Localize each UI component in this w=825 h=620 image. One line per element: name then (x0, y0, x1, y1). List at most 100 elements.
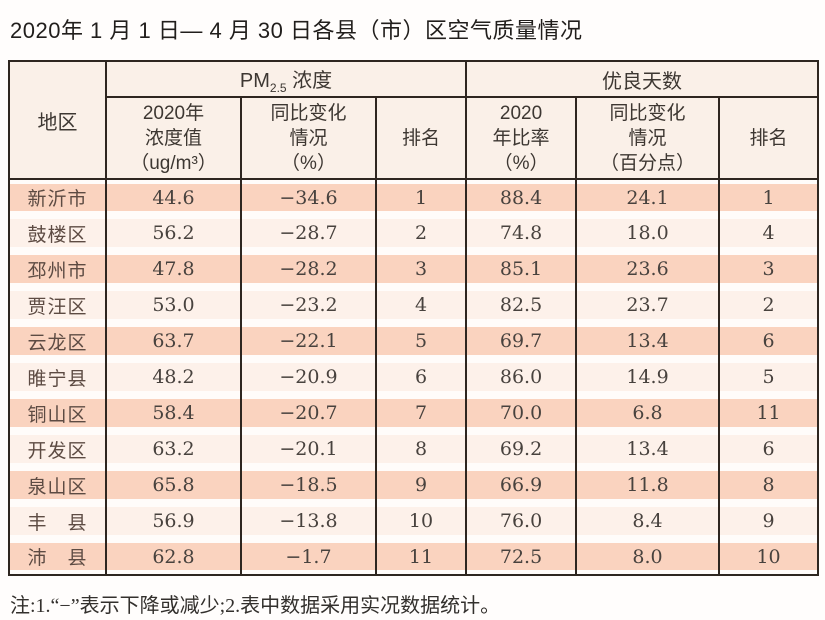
cell-good-rank: 1 (718, 179, 820, 215)
header-good-rate-line2: 年比率 (492, 127, 550, 149)
page-title: 2020年 1 月 1 日— 4 月 30 日各县（市）区空气质量情况 (10, 18, 583, 43)
cell-good-change: 24.1 (575, 179, 721, 215)
cell-good-rank: 9 (718, 503, 820, 539)
header-good-change-line2: 情况 (628, 127, 667, 149)
table-row: 新沂市 44.6 −34.6 1 88.4 24.1 1 (8, 179, 820, 215)
cell-pm-change: −20.7 (240, 395, 377, 431)
cell-region: 丰 县 (8, 503, 107, 539)
header-good-days-group: 优良天数 (465, 61, 820, 98)
footnote: 注:1.“−”表示下降或减少;2.表中数据采用实况数据统计。 (10, 595, 501, 617)
table-row: 沛 县 62.8 −1.7 11 72.5 8.0 10 (8, 539, 820, 575)
header-group-row: 地区 PM2.5 浓度 优良天数 (8, 61, 820, 180)
header-pm-change: 同比变化 情况 （%） (240, 97, 377, 180)
header-pm-rank: 排名 (374, 97, 468, 180)
cell-good-change: 11.8 (575, 467, 721, 503)
cell-region: 贾汪区 (8, 287, 107, 323)
cell-pm-rank: 6 (374, 359, 468, 395)
cell-good-rank: 3 (718, 251, 820, 287)
cell-region: 泉山区 (8, 467, 107, 503)
cell-good-rate: 70.0 (465, 395, 578, 431)
cell-pm-change: −22.1 (240, 323, 377, 359)
cell-good-rate: 88.4 (465, 179, 578, 215)
cell-region: 睢宁县 (8, 359, 107, 395)
cell-good-rank: 10 (718, 539, 820, 575)
cell-pm-value: 62.8 (105, 539, 242, 575)
cell-pm-change: −1.7 (240, 539, 377, 575)
cell-good-rate: 74.8 (465, 215, 578, 251)
cell-good-change: 14.9 (575, 359, 721, 395)
cell-pm-change: −34.6 (240, 179, 377, 215)
cell-good-rate: 86.0 (465, 359, 578, 395)
cell-pm-value: 56.2 (105, 215, 242, 251)
cell-good-rate: 76.0 (465, 503, 578, 539)
table-header: 地区 PM2.5 浓度 优良天数 2020年 浓度值 （ug/m³） 同比变化 … (8, 61, 820, 180)
cell-region: 新沂市 (8, 179, 107, 215)
cell-good-change: 8.4 (575, 503, 721, 539)
cell-good-change: 18.0 (575, 215, 721, 251)
cell-good-rank: 2 (718, 287, 820, 323)
table-row: 贾汪区 53.0 −23.2 4 82.5 23.7 2 (8, 287, 820, 323)
cell-pm-value: 47.8 (105, 251, 242, 287)
cell-region: 邳州市 (8, 251, 107, 287)
cell-good-change: 23.6 (575, 251, 721, 287)
header-pm-value-line2: 浓度值 (144, 127, 202, 149)
cell-pm-value: 58.4 (105, 395, 242, 431)
cell-good-change: 6.8 (575, 395, 721, 431)
cell-pm-value: 65.8 (105, 467, 242, 503)
cell-pm-value: 63.7 (105, 323, 242, 359)
table-row: 铜山区 58.4 −20.7 7 70.0 6.8 11 (8, 395, 820, 431)
header-good-change-line3: （百分点） (600, 152, 696, 174)
cell-region: 铜山区 (8, 395, 107, 431)
header-pm-value-line3: （ug/m³） (130, 152, 217, 174)
cell-good-rank: 6 (718, 323, 820, 359)
header-good-rate-line1: 2020 (499, 102, 543, 124)
cell-pm-rank: 2 (374, 215, 468, 251)
header-good-change: 同比变化 情况 （百分点） (575, 97, 721, 180)
table-row: 鼓楼区 56.2 −28.7 2 74.8 18.0 4 (8, 215, 820, 251)
cell-pm-change: −23.2 (240, 287, 377, 323)
header-pm-change-line3: （%） (281, 152, 336, 174)
cell-good-rank: 8 (718, 467, 820, 503)
pm-label-subscript: 2.5 (269, 80, 287, 95)
cell-pm-rank: 3 (374, 251, 468, 287)
header-good-change-line1: 同比变化 (609, 102, 686, 124)
table-row: 开发区 63.2 −20.1 8 69.2 13.4 6 (8, 431, 820, 467)
cell-good-rank: 6 (718, 431, 820, 467)
cell-pm-rank: 7 (374, 395, 468, 431)
table-row: 邳州市 47.8 −28.2 3 85.1 23.6 3 (8, 251, 820, 287)
table-row: 泉山区 65.8 −18.5 9 66.9 11.8 8 (8, 467, 820, 503)
cell-pm-rank: 8 (374, 431, 468, 467)
cell-good-change: 8.0 (575, 539, 721, 575)
cell-pm-value: 56.9 (105, 503, 242, 539)
cell-good-rate: 72.5 (465, 539, 578, 575)
table-row: 睢宁县 48.2 −20.9 6 86.0 14.9 5 (8, 359, 820, 395)
cell-pm-value: 53.0 (105, 287, 242, 323)
table-body: 新沂市 44.6 −34.6 1 88.4 24.1 1 鼓楼区 56.2 −2… (8, 179, 820, 575)
cell-pm-rank: 5 (374, 323, 468, 359)
cell-pm-change: −20.9 (240, 359, 377, 395)
pm-label-prefix: PM (239, 69, 270, 92)
cell-region: 开发区 (8, 431, 107, 467)
cell-pm-rank: 11 (374, 539, 468, 575)
cell-good-rate: 66.9 (465, 467, 578, 503)
header-pm25-group: PM2.5 浓度 (104, 61, 468, 98)
cell-pm-change: −28.7 (240, 215, 377, 251)
cell-good-change: 13.4 (575, 323, 721, 359)
cell-good-change: 13.4 (575, 431, 721, 467)
cell-pm-value: 44.6 (105, 179, 242, 215)
cell-region: 鼓楼区 (8, 215, 107, 251)
header-pm-change-line2: 情况 (289, 127, 328, 149)
cell-pm-rank: 4 (374, 287, 468, 323)
cell-good-rank: 5 (718, 359, 820, 395)
air-quality-table: 地区 PM2.5 浓度 优良天数 2020年 浓度值 （ug/m³） 同比变化 … (8, 60, 820, 576)
table-row: 丰 县 56.9 −13.8 10 76.0 8.4 9 (8, 503, 820, 539)
cell-region: 云龙区 (8, 323, 107, 359)
pm-label-suffix: 浓度 (286, 69, 333, 92)
cell-pm-change: −13.8 (240, 503, 377, 539)
cell-pm-change: −18.5 (240, 467, 377, 503)
header-pm-value: 2020年 浓度值 （ug/m³） (105, 97, 242, 180)
table-row: 云龙区 63.7 −22.1 5 69.7 13.4 6 (8, 323, 820, 359)
cell-region: 沛 县 (8, 539, 107, 575)
header-good-rate: 2020 年比率 （%） (465, 97, 578, 180)
cell-pm-rank: 9 (374, 467, 468, 503)
